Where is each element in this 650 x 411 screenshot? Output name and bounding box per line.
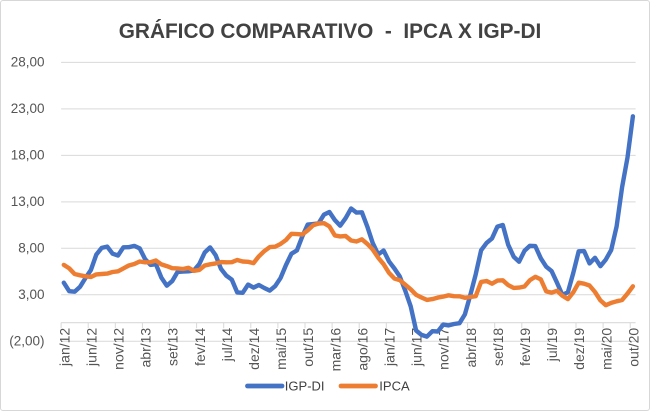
svg-text:abr/18: abr/18 (463, 328, 479, 368)
svg-text:dez/14: dez/14 (246, 328, 262, 370)
svg-text:jun/12: jun/12 (83, 328, 99, 367)
svg-text:set/13: set/13 (165, 328, 181, 366)
svg-text:mar/16: mar/16 (327, 328, 343, 372)
svg-text:13,00: 13,00 (11, 194, 45, 209)
svg-text:jan/12: jan/12 (56, 328, 72, 367)
svg-text:(2,00): (2,00) (9, 333, 44, 348)
svg-text:28,00: 28,00 (11, 54, 45, 69)
svg-text:18,00: 18,00 (11, 147, 45, 162)
svg-text:jan/17: jan/17 (382, 328, 398, 367)
svg-text:mai/15: mai/15 (273, 328, 289, 370)
svg-text:out/15: out/15 (300, 328, 316, 367)
svg-text:8,00: 8,00 (18, 240, 44, 255)
svg-text:jul/14: jul/14 (219, 328, 235, 363)
svg-text:IPCA: IPCA (379, 379, 410, 394)
svg-text:IGP-DI: IGP-DI (285, 379, 325, 394)
svg-text:ago/16: ago/16 (354, 328, 370, 371)
svg-text:out/20: out/20 (625, 328, 641, 367)
svg-text:mai/20: mai/20 (598, 328, 614, 370)
svg-text:nov/17: nov/17 (436, 328, 452, 370)
svg-text:nov/12: nov/12 (111, 328, 127, 370)
svg-text:jul/19: jul/19 (544, 328, 560, 363)
svg-text:jun/17: jun/17 (409, 328, 425, 367)
svg-text:3,00: 3,00 (18, 287, 44, 302)
svg-text:GRÁFICO COMPARATIVO - IPCA X: GRÁFICO COMPARATIVO - IPCA X IGP-DI (119, 20, 542, 43)
svg-text:abr/13: abr/13 (138, 328, 154, 368)
svg-text:dez/19: dez/19 (571, 328, 587, 370)
svg-text:fev/14: fev/14 (192, 328, 208, 366)
svg-text:set/18: set/18 (490, 328, 506, 366)
svg-text:fev/19: fev/19 (517, 328, 533, 366)
svg-text:23,00: 23,00 (11, 101, 45, 116)
